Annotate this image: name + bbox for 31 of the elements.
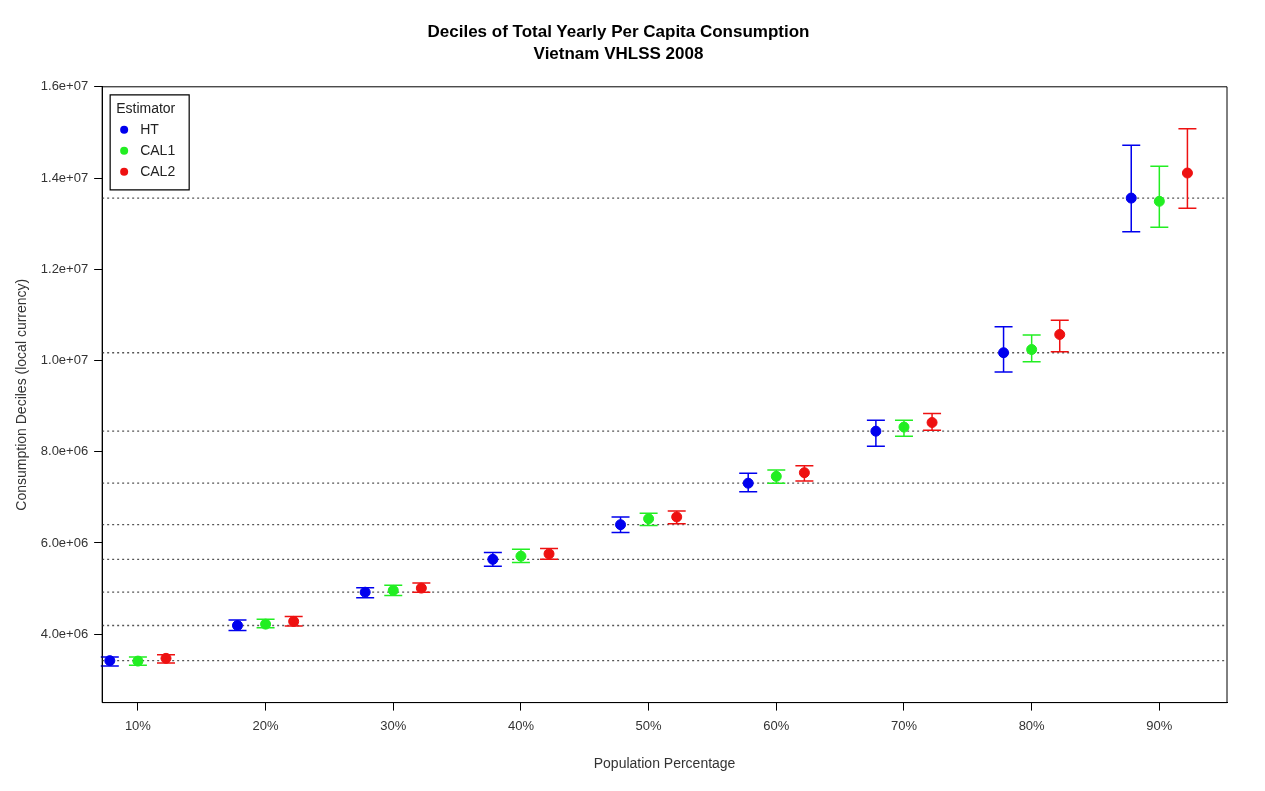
point bbox=[1153, 195, 1165, 207]
x-axis-title: Population Percentage bbox=[593, 755, 736, 772]
x-tick-label: 30% bbox=[380, 717, 407, 733]
y-tick-label: 1.4e+07 bbox=[40, 169, 89, 185]
x-tick-label: 90% bbox=[1146, 717, 1173, 733]
point bbox=[1026, 344, 1038, 356]
y-tick-label: 1.0e+07 bbox=[40, 352, 89, 368]
legend-label: CAL2 bbox=[140, 162, 176, 179]
y-tick-label: 8.0e+06 bbox=[40, 443, 89, 459]
legend-label: CAL1 bbox=[140, 141, 176, 158]
x-tick-label: 40% bbox=[507, 717, 535, 733]
x-tick-label: 80% bbox=[1018, 717, 1046, 733]
point bbox=[998, 347, 1010, 359]
y-tick-label: 6.0e+06 bbox=[40, 534, 89, 550]
x-tick-label: 50% bbox=[635, 717, 663, 733]
legend-title: Estimator bbox=[116, 99, 176, 116]
y-tick-label: 4.0e+06 bbox=[40, 625, 89, 641]
point bbox=[643, 513, 655, 525]
x-tick-label: 70% bbox=[890, 717, 918, 733]
point bbox=[1181, 167, 1193, 179]
x-tick-label: 10% bbox=[124, 717, 152, 733]
point bbox=[1054, 328, 1066, 340]
chart-subtitle: Vietnam VHLSS 2008 bbox=[533, 44, 704, 64]
legend-label: HT bbox=[140, 120, 160, 137]
x-tick-label: 20% bbox=[252, 717, 280, 733]
y-tick-label: 1.2e+07 bbox=[40, 260, 89, 276]
point bbox=[798, 467, 810, 479]
x-tick-label: 60% bbox=[763, 717, 790, 733]
chart-title: Deciles of Total Yearly Per Capita Consumption bbox=[427, 21, 810, 41]
y-axis-title: Consumption Deciles (local currency) bbox=[13, 278, 30, 511]
y-tick-label: 1.6e+07 bbox=[40, 78, 89, 94]
